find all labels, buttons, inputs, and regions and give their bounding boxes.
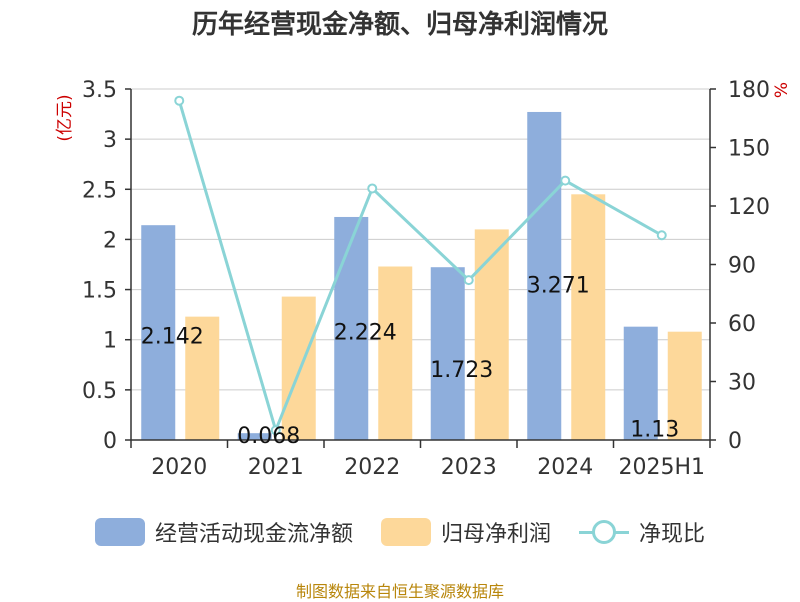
left-tick-label: 3.5 (82, 78, 117, 103)
ratio-point (560, 175, 571, 186)
bar-cashflow (334, 216, 369, 440)
left-tick-label: 2 (103, 228, 117, 253)
chart-title: 历年经营现金净额、归母净利润情况 (191, 10, 608, 40)
x-tick-label: 2021 (248, 455, 304, 480)
ratio-point (270, 425, 281, 436)
legend-label-ratio: 净现比 (639, 522, 706, 547)
grid-lines (131, 88, 710, 391)
bar-cashflow (237, 433, 272, 440)
bar-profit (378, 266, 413, 440)
legend-label-profit: 归母净利润 (440, 522, 551, 547)
x-tick-label: 2023 (441, 455, 497, 480)
right-axis-unit: % (772, 82, 792, 98)
bar-cashflow (527, 111, 562, 441)
right-tick-label: 150 (728, 137, 770, 162)
right-tick-label: 120 (728, 195, 770, 220)
left-tick-label: 1 (103, 329, 117, 354)
bar-profit (667, 331, 702, 440)
ratio-point (174, 95, 185, 106)
left-tick-label: 3 (103, 128, 117, 153)
data-label-cashflow: 1.13 (630, 418, 679, 443)
ratio-line-group (174, 95, 667, 436)
right-tick-label: 90 (728, 254, 756, 279)
bar-profit (281, 296, 316, 440)
data-label-cashflow: 0.068 (237, 424, 300, 449)
x-tick-label: 2025H1 (618, 455, 705, 480)
right-tick-label: 180 (728, 78, 770, 103)
legend-swatch-cashflow (94, 518, 145, 546)
data-labels-group: 2.142 0.068 2.224 1.723 3.271 1.13 (141, 273, 679, 449)
x-tick-label: 2024 (537, 455, 593, 480)
legend-label-cashflow: 经营活动现金流净额 (154, 522, 353, 547)
bar-cashflow (623, 326, 658, 440)
right-tick-label: 0 (728, 429, 742, 454)
bars-group (141, 111, 702, 441)
ratio-point (367, 183, 378, 194)
right-tick-label: 60 (728, 312, 756, 337)
legend-item-cashflow[interactable]: 经营活动现金流净额 (94, 516, 353, 548)
axes-group: 0 0.5 1 1.5 2 2.5 3 3.5 0 30 60 90 120 150 180 (亿元)% 202… (55, 78, 792, 480)
ratio-line (177, 100, 663, 435)
data-label-cashflow: 2.142 (141, 324, 204, 349)
left-tick-label: 2.5 (82, 178, 117, 203)
x-tick-label: 2022 (344, 455, 400, 480)
x-tick-label: 2020 (151, 455, 207, 480)
left-axis-unit: (亿元) (55, 94, 75, 141)
bar-cashflow (430, 267, 465, 440)
legend-swatch-ratio (579, 518, 629, 546)
left-tick-label: 0.5 (82, 379, 117, 404)
left-tick-label: 0 (103, 429, 117, 454)
legend-item-profit[interactable]: 归母净利润 (380, 516, 551, 548)
legend-swatch-profit (380, 518, 431, 546)
legend-item-ratio[interactable]: 净现比 (579, 516, 705, 548)
data-source-note: 制图数据来自恒生聚源数据库 (295, 582, 504, 601)
bar-profit (185, 316, 220, 440)
bar-profit (474, 229, 509, 440)
legend: 经营活动现金流净额 归母净利润 净现比 (0, 516, 800, 548)
ratio-point (463, 275, 474, 286)
bar-cashflow (141, 225, 176, 440)
bar-profit (571, 194, 606, 440)
data-label-cashflow: 3.271 (527, 273, 590, 298)
data-label-cashflow: 1.723 (430, 358, 493, 383)
data-label-cashflow: 2.224 (334, 321, 397, 346)
ratio-point (656, 230, 667, 241)
left-tick-label: 1.5 (82, 279, 117, 304)
right-tick-label: 30 (728, 371, 756, 396)
